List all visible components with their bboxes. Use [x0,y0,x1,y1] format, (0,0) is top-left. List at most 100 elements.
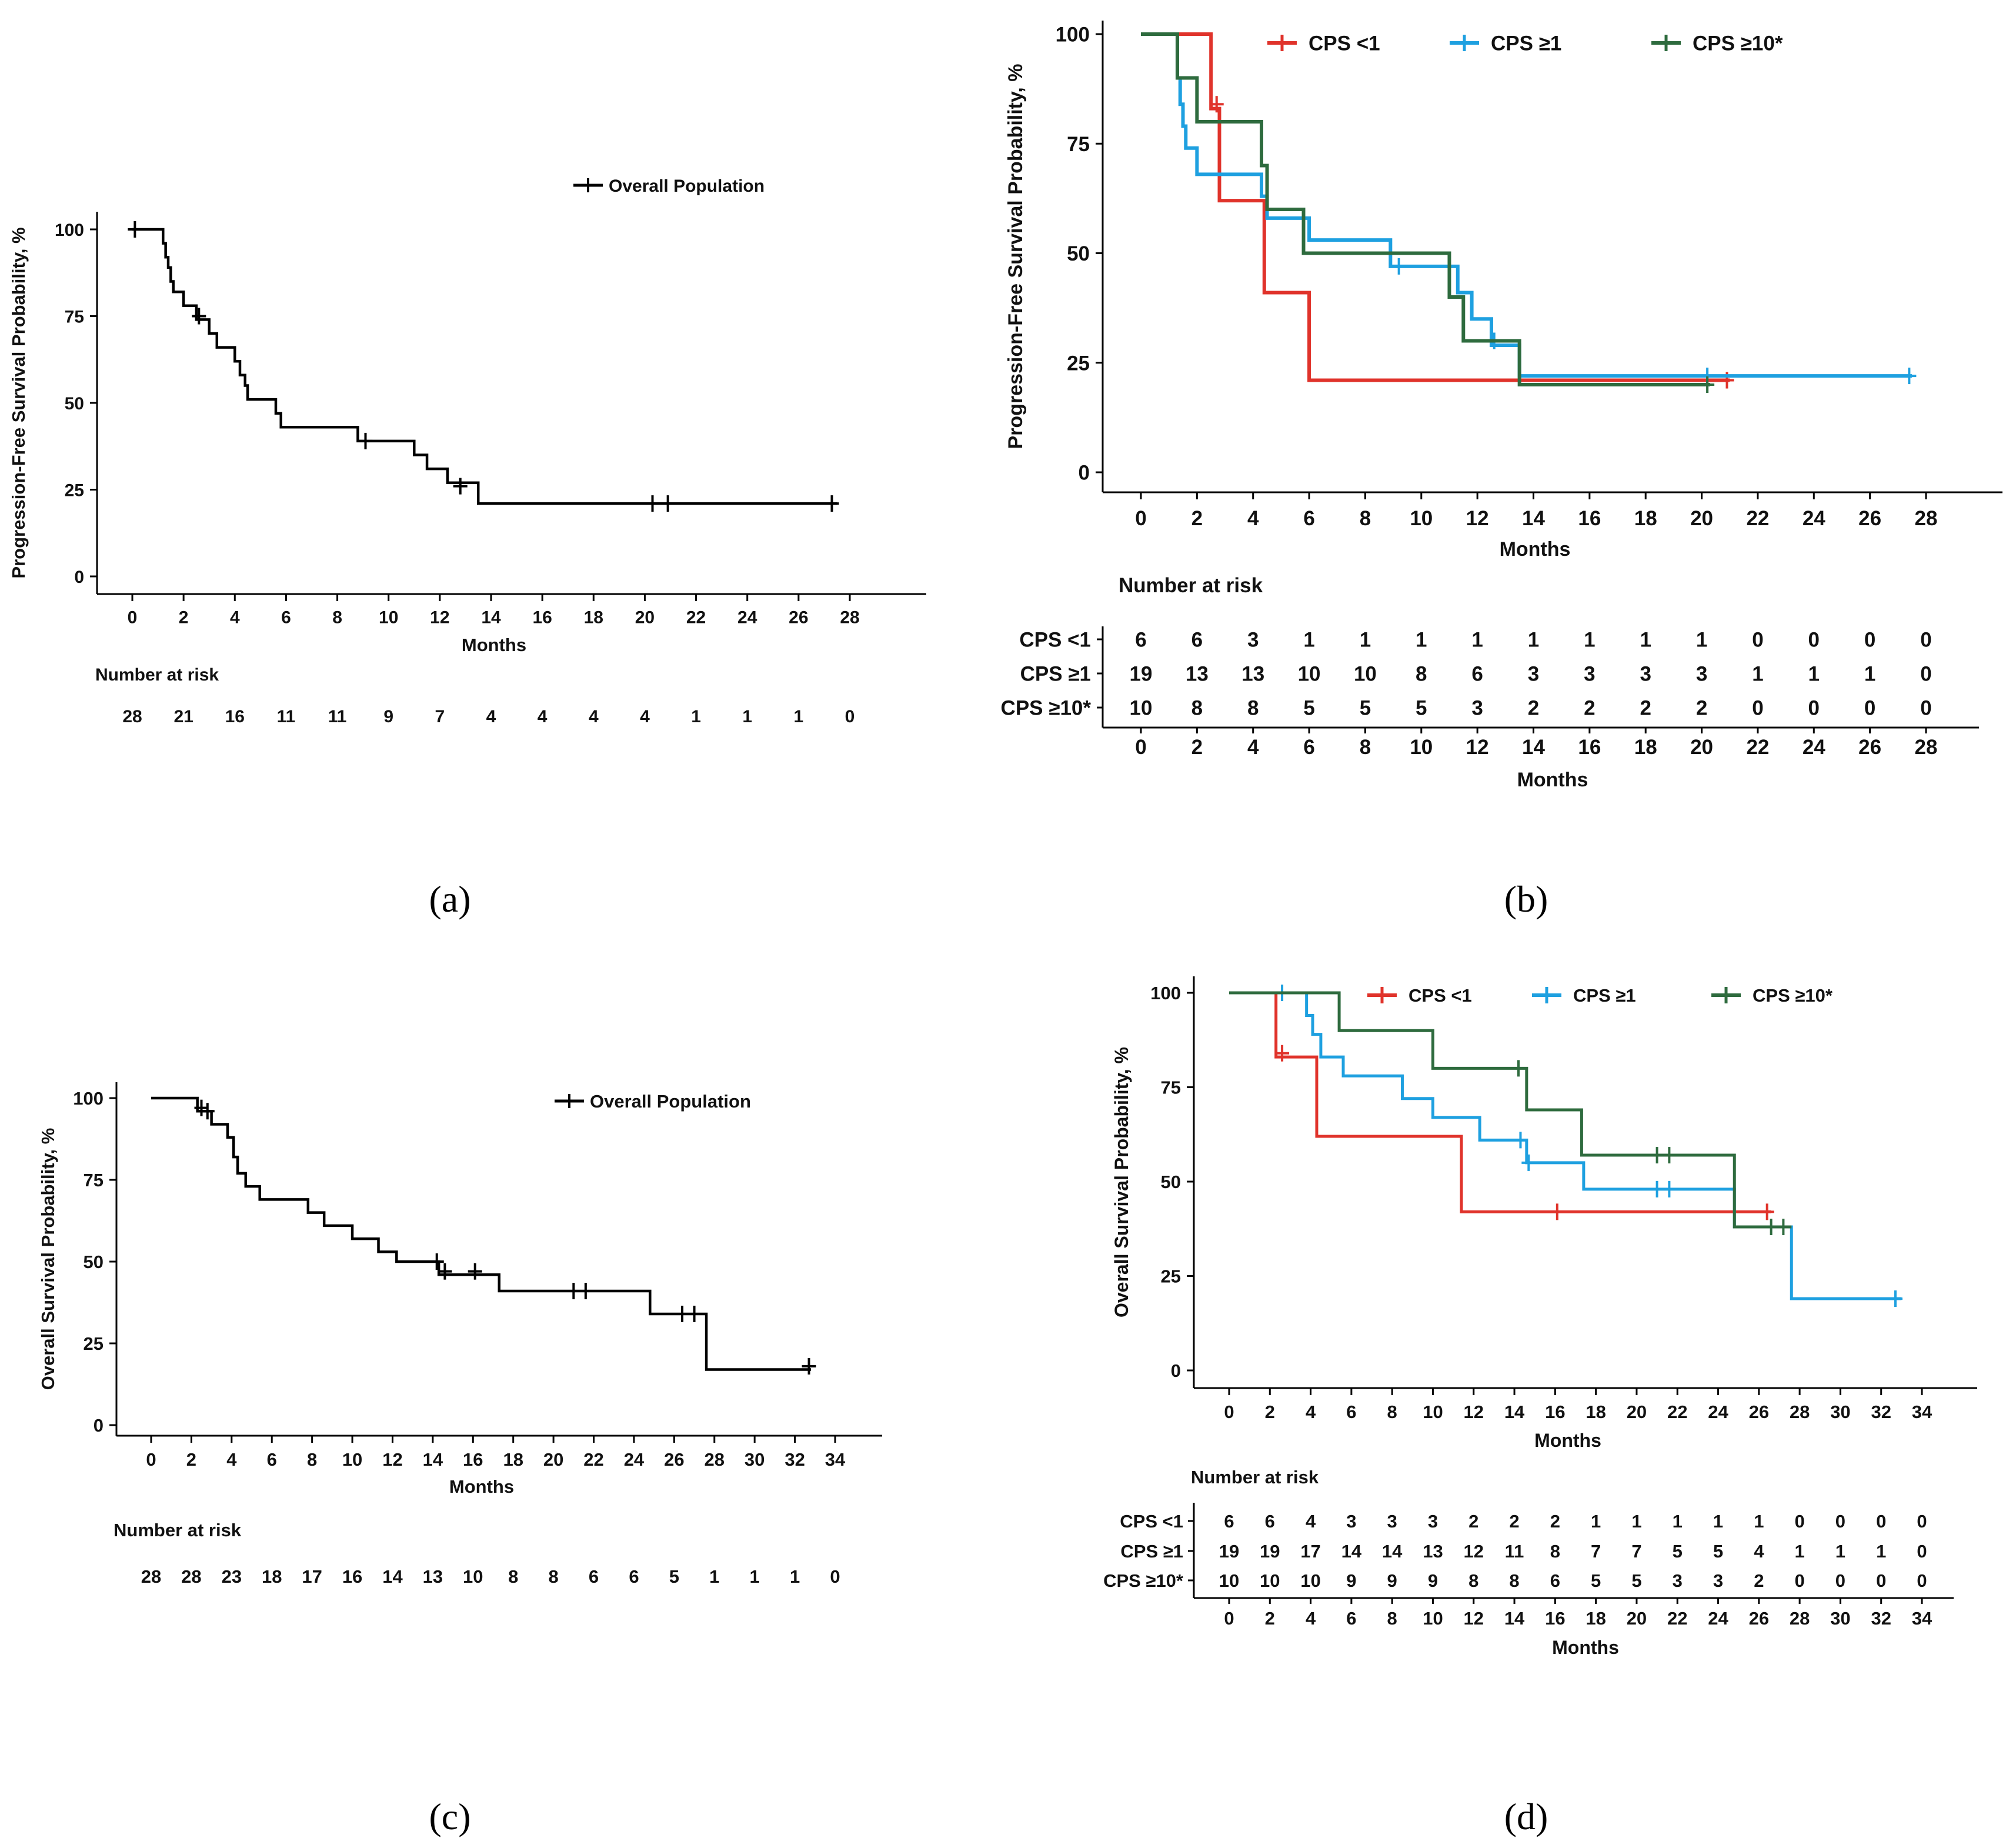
risk-value: 8 [1247,697,1259,720]
risk-table-x-tick-label: 12 [1466,736,1489,759]
x-axis-label: Months [1534,1430,1601,1451]
x-tick-label: 24 [1803,507,1825,530]
risk-value: 3 [1528,663,1539,686]
x-tick-label: 22 [1746,507,1769,530]
x-tick-label: 0 [128,608,138,628]
risk-table-title: Number at risk [114,1520,242,1540]
y-tick-label: 100 [1150,983,1181,1003]
x-tick-label: 6 [1303,507,1314,530]
y-axis-label: Overall Survival Probability, % [38,1128,58,1390]
legend-label: Overall Population [609,176,765,196]
risk-value: 5 [1591,1570,1601,1591]
risk-table-x-tick-label: 22 [1667,1608,1687,1629]
x-axis-label: Months [1500,538,1571,561]
risk-value: 6 [629,1566,639,1587]
risk-table-x-tick-label: 4 [1306,1608,1316,1629]
risk-table-x-tick-label: 4 [1247,736,1259,759]
risk-value: 1 [1584,629,1595,652]
y-tick-label: 100 [1056,24,1090,46]
x-tick-label: 18 [1634,507,1657,530]
risk-value: 13 [423,1566,443,1587]
x-tick-label: 8 [307,1449,317,1470]
y-tick-label: 25 [84,1333,104,1354]
risk-value: 4 [640,707,650,726]
x-tick-label: 2 [1191,507,1203,530]
risk-table-x-tick-label: 26 [1749,1608,1769,1629]
x-tick-label: 30 [1830,1402,1850,1422]
risk-value: 5 [1713,1541,1723,1562]
risk-table-x-tick-label: 32 [1871,1608,1891,1629]
x-tick-label: 10 [379,608,398,628]
risk-value: 0 [1864,697,1875,720]
risk-table-x-tick-label: 18 [1634,736,1657,759]
x-tick-label: 22 [1667,1402,1687,1422]
x-tick-label: 2 [179,608,189,628]
x-tick-label: 16 [532,608,552,628]
risk-table-x-axis-label: Months [1517,769,1588,791]
panel-label: (a) [429,878,470,920]
risk-value: 0 [1752,697,1763,720]
x-tick-label: 28 [1915,507,1938,530]
y-tick-label: 25 [1067,352,1090,375]
risk-value: 18 [262,1566,282,1587]
x-tick-label: 16 [1545,1402,1565,1422]
x-tick-label: 34 [825,1449,846,1470]
risk-row-label: CPS ≥10* [1001,697,1092,720]
risk-value: 1 [1752,663,1763,686]
risk-value: 28 [141,1566,161,1587]
risk-value: 5 [669,1566,679,1587]
risk-value: 1 [1794,1541,1804,1562]
risk-value: 5 [1673,1541,1683,1562]
risk-value: 0 [1920,629,1931,652]
risk-value: 16 [342,1566,362,1587]
risk-table-x-tick-label: 16 [1578,736,1601,759]
risk-value: 1 [790,1566,800,1587]
risk-table-x-tick-label: 8 [1387,1608,1397,1629]
panel-label: (c) [429,1796,470,1837]
x-tick-label: 0 [1135,507,1146,530]
x-tick-label: 10 [1410,507,1433,530]
legend-label: CPS ≥1 [1491,32,1561,55]
y-tick-label: 0 [1079,462,1090,485]
risk-value: 16 [225,707,245,726]
risk-value: 8 [548,1566,558,1587]
x-tick-label: 32 [1871,1402,1891,1422]
survival-curve-3 [1229,991,1792,1229]
legend-label: CPS <1 [1309,32,1380,55]
risk-table-x-tick-label: 20 [1690,736,1713,759]
risk-table-x-tick-label: 28 [1790,1608,1810,1629]
risk-table-x-tick-label: 12 [1464,1608,1484,1629]
y-tick-label: 50 [84,1252,104,1272]
risk-table-x-tick-label: 10 [1410,736,1433,759]
y-tick-label: 0 [1171,1360,1181,1381]
x-tick-label: 32 [785,1449,805,1470]
y-tick-label: 100 [73,1088,104,1109]
risk-value: 14 [1341,1541,1362,1562]
risk-value: 6 [1135,629,1146,652]
risk-value: 2 [1584,697,1595,720]
risk-value: 8 [1416,663,1427,686]
x-tick-label: 12 [430,608,449,628]
x-tick-label: 24 [624,1449,645,1470]
y-tick-label: 50 [65,394,84,413]
risk-value: 1 [691,707,701,726]
x-tick-label: 16 [463,1449,483,1470]
risk-value: 0 [1876,1570,1886,1591]
x-tick-label: 26 [664,1449,684,1470]
risk-value: 1 [1864,663,1875,686]
risk-value: 1 [1360,629,1371,652]
survival-curve-1 [1141,32,1730,382]
x-tick-label: 8 [332,608,342,628]
x-tick-label: 14 [1504,1402,1525,1422]
risk-table-x-tick-label: 2 [1191,736,1203,759]
risk-value: 1 [742,707,752,726]
risk-value: 3 [1696,663,1707,686]
risk-value: 0 [1794,1570,1804,1591]
risk-value: 1 [1640,629,1651,652]
risk-value: 11 [277,707,296,726]
risk-value: 19 [1219,1541,1239,1562]
risk-value: 2 [1640,697,1651,720]
risk-table-x-tick-label: 6 [1346,1608,1356,1629]
